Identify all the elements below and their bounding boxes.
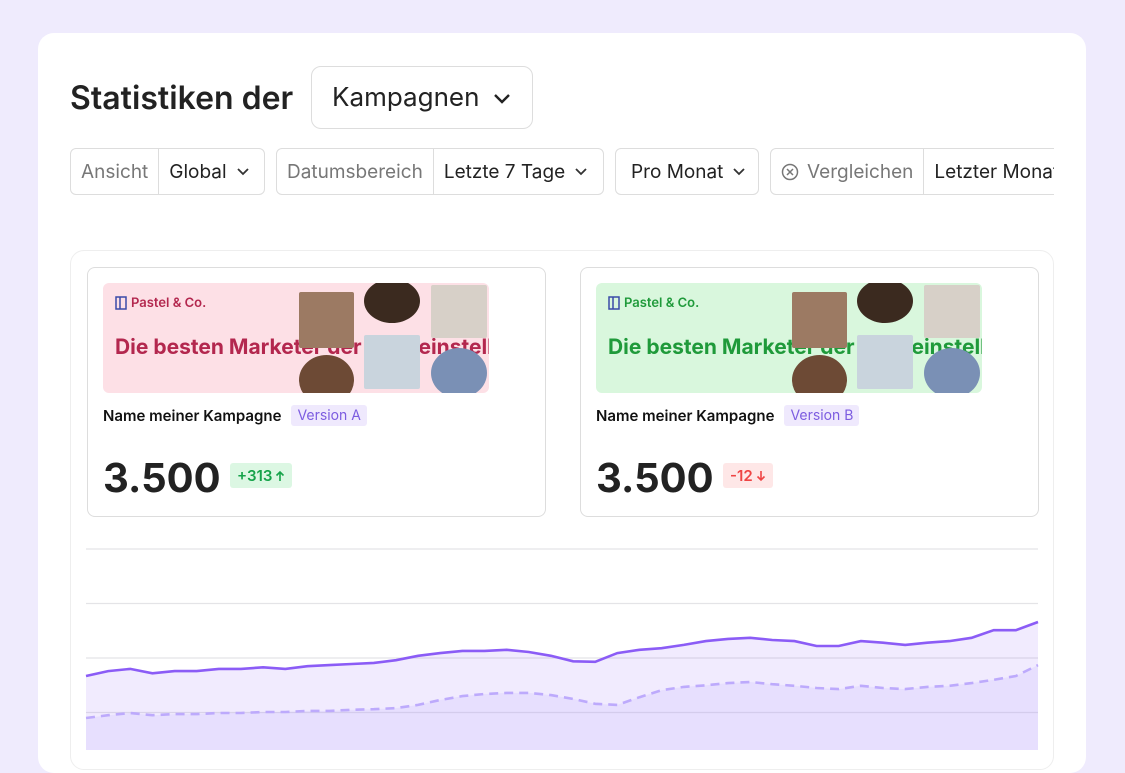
page: Statistiken der Kampagnen Ansicht Global … [38, 33, 1086, 773]
person-photo [924, 348, 980, 393]
page-title: Statistiken der [70, 78, 294, 117]
filter-period[interactable]: Pro Monat [615, 148, 759, 195]
filter-compare[interactable]: Vergleichen Letzter Monat [770, 148, 1054, 195]
person-photo [857, 283, 913, 323]
brand-logo [608, 296, 620, 310]
metric-value: 3.500 [103, 453, 221, 502]
person-photo [857, 335, 913, 389]
campaign-dropdown[interactable]: Kampagnen [311, 66, 533, 129]
delta-badge: +313 [230, 463, 293, 488]
brand-logo [115, 296, 127, 310]
chevron [733, 167, 746, 175]
line-chart [85, 548, 1039, 750]
person-photo [431, 285, 487, 338]
campaign-name-row: Name meiner Kampagne Version B [596, 405, 860, 426]
delta-value: +313 [237, 466, 273, 485]
person-photo [792, 292, 847, 348]
campaign-card[interactable]: Pastel & Co.Die besten Marketer der Welt… [87, 267, 546, 517]
dropdown-value: Kampagnen [332, 82, 480, 113]
brand: Pastel & Co. [608, 295, 699, 311]
delta-badge: -12 [723, 463, 773, 488]
brand: Pastel & Co. [115, 295, 206, 311]
brand-name: Pastel & Co. [131, 295, 207, 311]
line [85, 663, 1039, 720]
campaign-card[interactable]: Pastel & Co.Die besten Marketer der Welt… [580, 267, 1039, 517]
line [85, 620, 1039, 678]
version-badge: Version B [784, 405, 860, 426]
filter-view[interactable]: Ansicht Global [70, 148, 265, 195]
person-photo [299, 355, 354, 393]
person-photo [299, 292, 354, 348]
filter-value: Letzter Monat [934, 160, 1054, 183]
filter-value: Letzte 7 Tage [443, 160, 566, 183]
filter-label: Datumsbereich [277, 149, 434, 194]
chevron [494, 93, 511, 104]
campaign-name: Name meiner Kampagne [103, 406, 282, 425]
chevron [236, 167, 249, 175]
filter-label-wrap: Vergleichen [771, 149, 925, 194]
filter-date[interactable]: Datumsbereich Letzte 7 Tage [276, 148, 604, 195]
filter-value: Global [169, 160, 227, 183]
ad-banner: Pastel & Co.Die besten Marketer der Welt… [596, 283, 982, 393]
chevron [575, 167, 587, 175]
trend-arrow [756, 470, 765, 481]
campaign-name: Name meiner Kampagne [596, 406, 775, 425]
person-photo [431, 348, 487, 393]
person-photo [364, 335, 420, 389]
area [86, 665, 1038, 750]
version-badge: Version A [291, 405, 367, 426]
campaign-name-row: Name meiner Kampagne Version A [103, 405, 367, 426]
person-photo [364, 283, 420, 323]
area [86, 622, 1038, 750]
person-photo [924, 285, 980, 338]
delta-value: -12 [730, 466, 753, 485]
trend-arrow [276, 470, 285, 481]
filter-clip: Ansicht Global Datumsbereich Letzte 7 Tage… [70, 148, 1054, 195]
close-icon[interactable] [781, 163, 799, 181]
brand-name: Pastel & Co. [624, 295, 700, 311]
filter-value: Pro Monat [631, 160, 724, 183]
person-photo [792, 355, 847, 393]
filter-label: Ansicht [71, 149, 160, 194]
filter-label: Vergleichen [807, 160, 914, 183]
metric-value: 3.500 [596, 453, 714, 502]
ad-banner: Pastel & Co.Die besten Marketer der Welt… [103, 283, 489, 393]
